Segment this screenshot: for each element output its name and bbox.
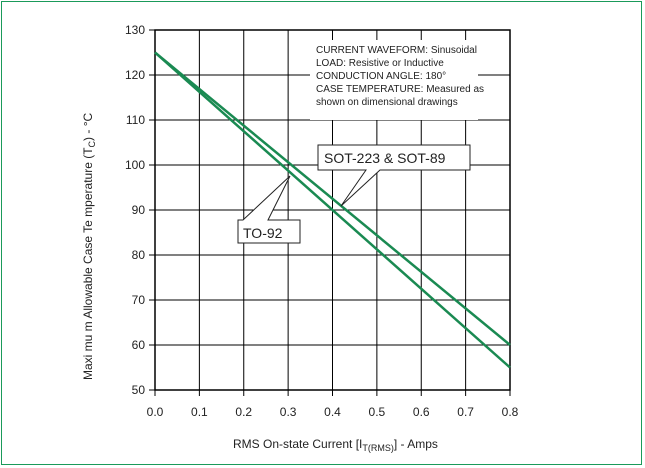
y-tick-label-7: 120	[125, 68, 145, 82]
x-tick-label-3: 0.3	[280, 405, 297, 419]
conditions-box-bg	[310, 40, 478, 120]
condition-line-4: CASE TEMPERATURE: Measured as	[316, 84, 484, 95]
y-tick-label-3: 80	[132, 248, 146, 262]
y-tick-label-8: 130	[125, 23, 145, 37]
x-tick-labels: 0.0 0.1 0.2 0.3 0.4 0.5 0.6 0.7 0.8	[147, 405, 519, 419]
series-line-1	[154, 51, 511, 369]
y-axis-title: Maxi mu m Allowable Case Te mperature (T…	[81, 113, 97, 380]
x-tick-label-1: 0.1	[191, 405, 208, 419]
condition-line-2: LOAD: Resistive or Inductive	[316, 58, 444, 69]
x-tick-label-5: 0.5	[369, 405, 386, 419]
y-tick-labels: 50 60 70 80 90 100 110 120 130	[125, 23, 145, 397]
series-line-0	[154, 51, 511, 346]
y-tick-label-4: 90	[132, 203, 146, 217]
callout-sot223-label: SOT-223 & SOT-89	[324, 150, 446, 166]
x-tick-label-7: 0.7	[457, 405, 474, 419]
series-lines	[154, 51, 511, 369]
callout-to92-box	[237, 175, 301, 244]
x-tick-label-2: 0.2	[235, 405, 252, 419]
y-tick-label-1: 60	[132, 338, 146, 352]
x-axis-title: RMS On-state Current [IT(RMS)] - Amps	[233, 437, 438, 453]
condition-line-5: shown on dimensional drawings	[316, 97, 458, 108]
y-tick-label-0: 50	[132, 383, 146, 397]
plot-border	[154, 29, 511, 391]
x-tick-label-4: 0.4	[324, 405, 341, 419]
condition-line-3: CONDUCTION ANGLE: 180°	[316, 71, 446, 82]
y-tick-label-6: 110	[126, 113, 145, 127]
callout-sot223-box	[317, 144, 471, 207]
y-tick-label-2: 70	[132, 293, 146, 307]
condition-line-1: CURRENT WAVEFORM: Sinusoidal	[316, 45, 477, 56]
y-tick-label-5: 100	[125, 158, 145, 172]
x-tick-label-6: 0.6	[413, 405, 430, 419]
x-tick-label-8: 0.8	[502, 405, 519, 419]
callout-to92-label: TO-92	[243, 225, 283, 241]
x-tick-label-0: 0.0	[147, 405, 164, 419]
